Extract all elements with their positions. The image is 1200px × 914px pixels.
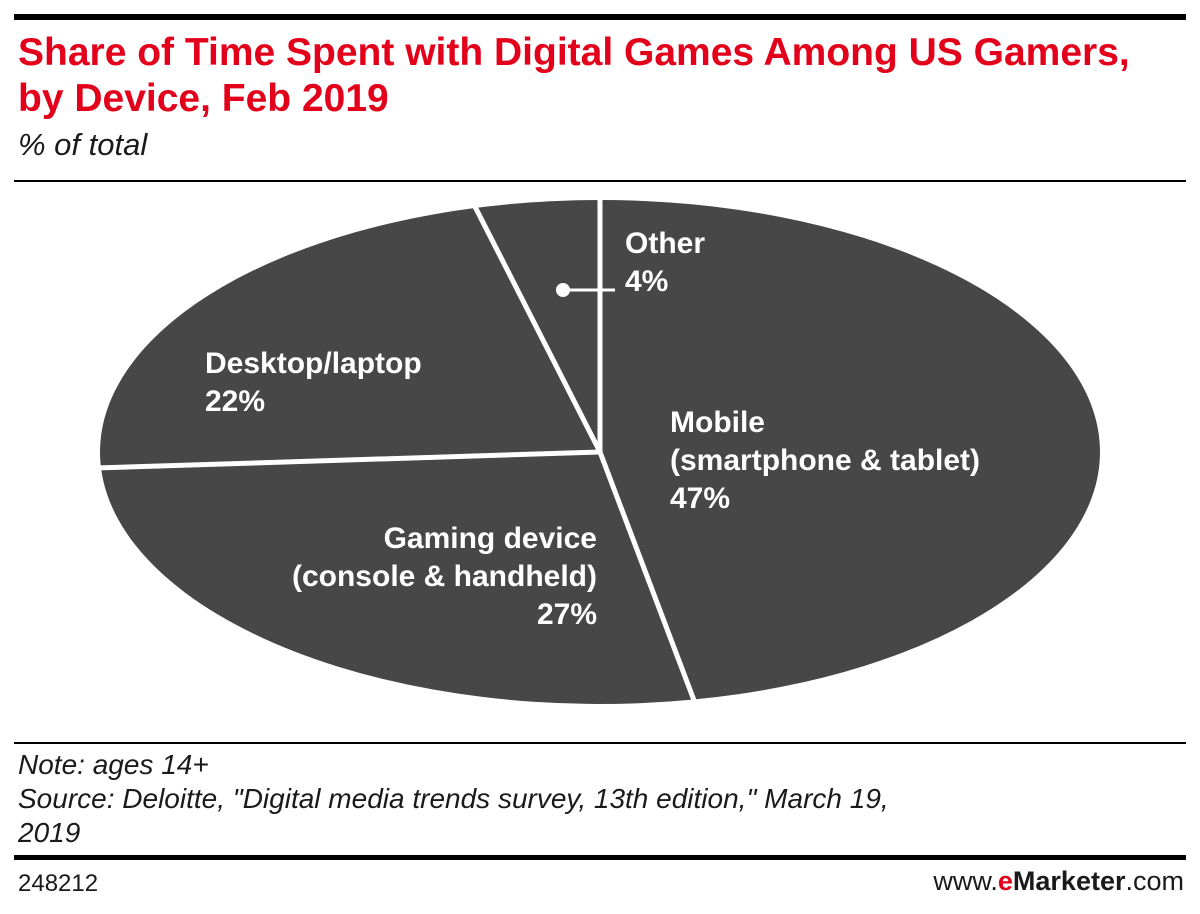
slice-label-other: Other 4% [625, 227, 705, 298]
pie-slice-gaming-device [100, 452, 694, 704]
brand-prefix: www. [933, 866, 998, 896]
chart-title: Share of Time Spent with Digital Games A… [18, 31, 1130, 120]
slice-dividers [95, 197, 697, 703]
chart-notes: Note: ages 14+ Source: Deloitte, "Digita… [18, 748, 1178, 850]
brand-marketer: Marketer [1012, 866, 1126, 896]
pie-slice-mobile [600, 200, 1101, 700]
slice-label-mobile: Mobile (smartphone & tablet) 47% [670, 406, 980, 515]
slice-label-gaming-device: Gaming device (console & handheld) 27% [292, 522, 597, 631]
brand-e: e [997, 866, 1013, 896]
chart-subtitle: % of total [18, 127, 148, 162]
slice-labels: Mobile (smartphone & tablet) 47% Gaming dev… [205, 227, 980, 631]
chart-id: 248212 [18, 870, 99, 897]
header-rule [14, 180, 1186, 182]
pie-slice-desktop-laptop [99, 207, 600, 468]
source-text-line2: 2019 [18, 817, 81, 848]
slice-divider [597, 451, 697, 703]
footer-rule [14, 742, 1186, 744]
note-text: Note: ages 14+ [18, 749, 209, 780]
bottom-rule [14, 855, 1186, 860]
brand-suffix: .com [1125, 866, 1184, 896]
source-text-line1: Source: Deloitte, "Digital media trends … [18, 783, 889, 814]
slice-divider [472, 204, 603, 454]
emarketer-logo: www.eMarketer.com [933, 866, 1184, 897]
slice-label-desktop-laptop: Desktop/laptop 22% [205, 347, 422, 418]
top-rule [14, 14, 1186, 20]
slice-divider [95, 449, 601, 471]
pie-chart: Mobile (smartphone & tablet) 47% Gaming dev… [95, 197, 1101, 704]
